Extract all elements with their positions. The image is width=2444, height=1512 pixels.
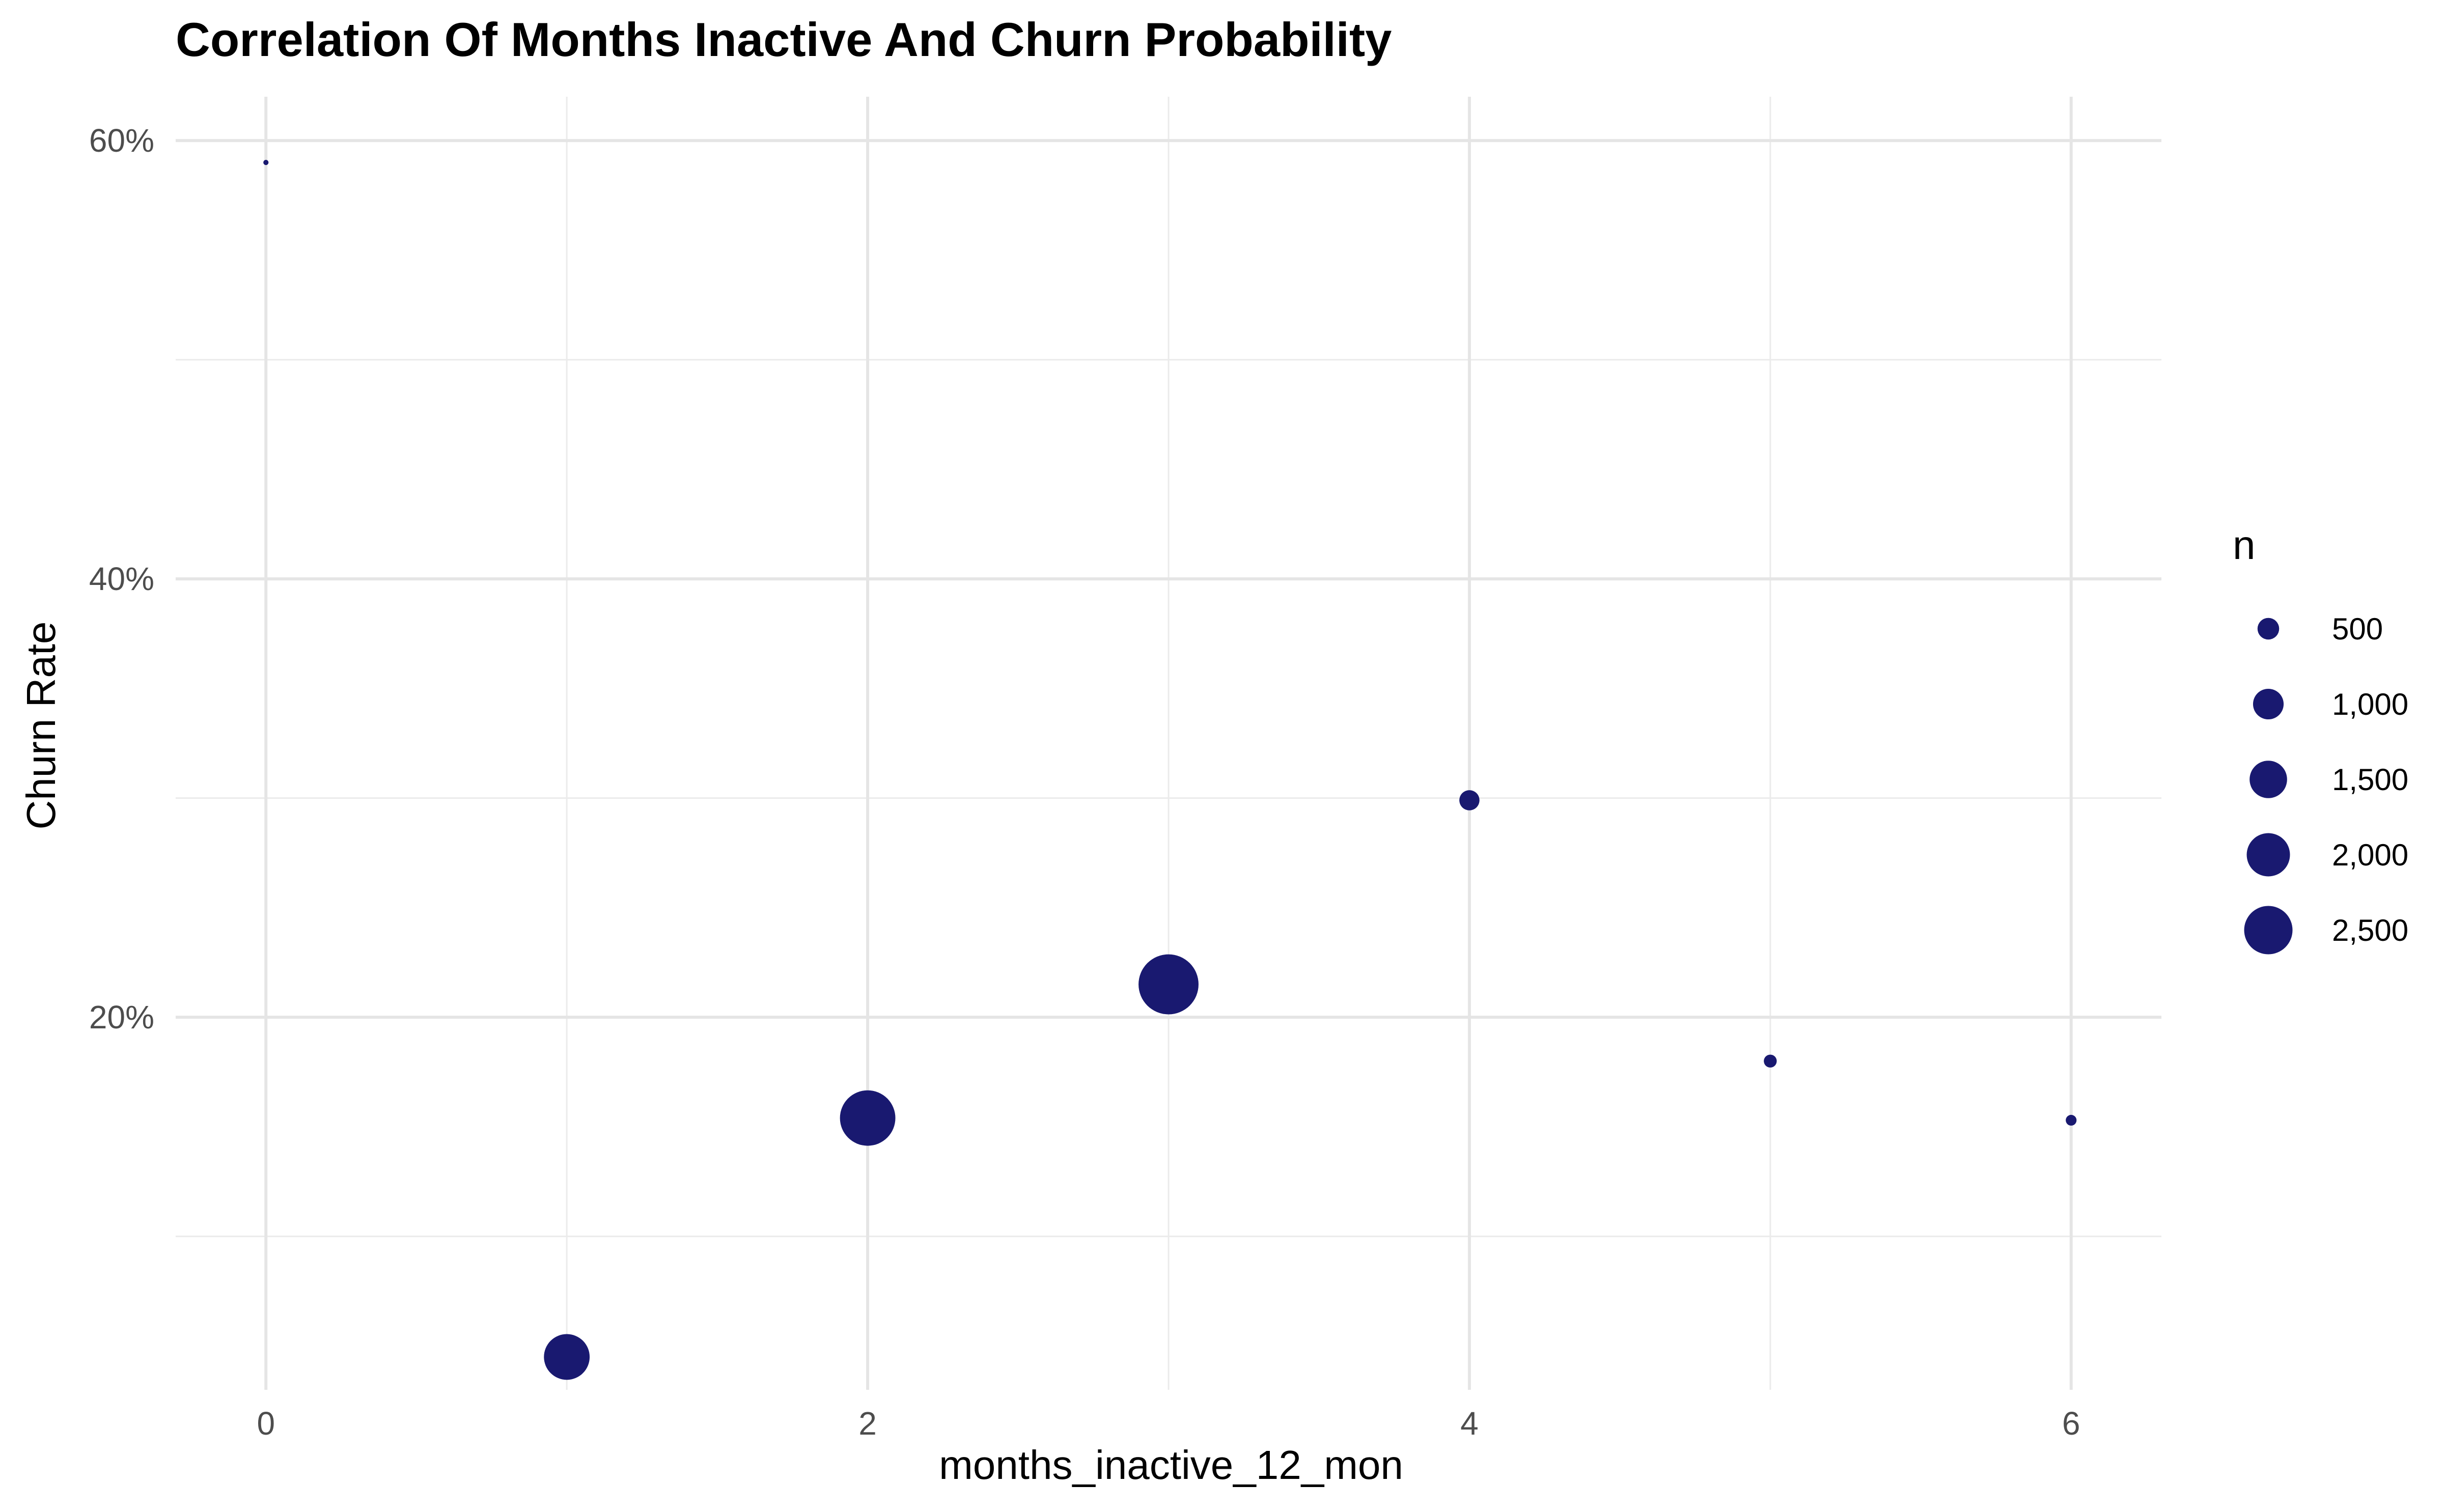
- legend-key-1: [2253, 688, 2284, 720]
- x-axis-title: months_inactive_12_mon: [939, 1442, 1403, 1488]
- legend-key-4: [2244, 906, 2293, 955]
- y-tick-label-1: 40%: [89, 561, 154, 597]
- grid-minor: [176, 97, 2161, 1390]
- legend-key-2: [2249, 761, 2287, 798]
- data-point-1: [544, 1334, 590, 1380]
- x-tick-label-1: 2: [858, 1405, 877, 1442]
- x-tick-label-3: 6: [2062, 1405, 2080, 1442]
- y-tick-label-2: 60%: [89, 122, 154, 159]
- x-tick-label-0: 0: [257, 1405, 275, 1442]
- grid-major: [176, 97, 2161, 1390]
- data-point-0: [263, 160, 269, 165]
- data-points: [263, 160, 2077, 1380]
- legend-label-2: 1,500: [2332, 763, 2408, 797]
- legend-label-4: 2,500: [2332, 913, 2408, 947]
- data-point-3: [1138, 954, 1199, 1015]
- y-tick-label-0: 20%: [89, 999, 154, 1035]
- data-point-2: [840, 1090, 896, 1146]
- x-tick-label-2: 4: [1460, 1405, 1479, 1442]
- y-tick-labels: 20% 40% 60%: [89, 122, 154, 1035]
- legend-key-0: [2257, 618, 2280, 640]
- data-point-6: [2066, 1114, 2077, 1126]
- legend: 500 1,000 1,500 2,000 2,500: [2244, 612, 2408, 955]
- legend-label-3: 2,000: [2332, 838, 2408, 872]
- legend-label-1: 1,000: [2332, 687, 2408, 721]
- x-tick-labels: 0 2 4 6: [257, 1405, 2080, 1442]
- chart-title: Correlation Of Months Inactive And Churn…: [176, 13, 1392, 66]
- legend-label-0: 500: [2332, 612, 2383, 646]
- legend-key-3: [2246, 833, 2290, 877]
- legend-title: n: [2233, 522, 2256, 568]
- data-point-4: [1459, 790, 1480, 810]
- y-axis-title: Churn Rate: [18, 621, 64, 829]
- data-point-5: [1764, 1054, 1777, 1068]
